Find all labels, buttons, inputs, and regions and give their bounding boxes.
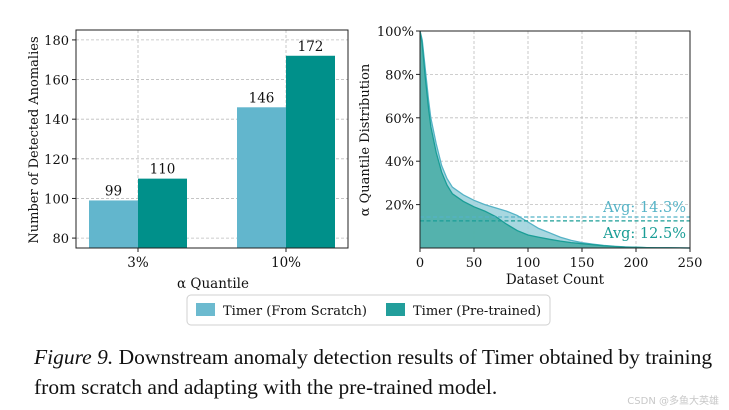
bar-chart-x-tick-label-0: 3% [127, 255, 149, 271]
area-chart-x-tick-label-3: 150 [570, 256, 595, 271]
figure-caption: Figure 9. Downstream anomaly detection r… [34, 342, 724, 402]
area-chart-y-axis-label: α Quantile Distribution [358, 63, 373, 216]
bar-chart-y-tick-label-1: 100 [44, 192, 69, 207]
bar-chart-y-ticks: 80 100 120 140 160 180 [44, 34, 76, 247]
bar-chart-y-tick-label-3: 140 [44, 113, 69, 128]
bar-chart-x-axis-label: α Quantile [177, 276, 249, 292]
bar-chart: 99 146 110 172 80 100 120 140 160 180 3% 10% Numb… [27, 29, 349, 292]
area-chart-axes-frame [419, 30, 691, 249]
bar-scratch-0 [89, 200, 138, 248]
watermark: CSDN @多鱼大英雄 [627, 396, 719, 407]
area-chart-y-tick-label-0: 20% [385, 199, 414, 214]
area-chart-y-tick-label-2: 60% [385, 112, 414, 127]
area-chart-y-tick-label-3: 80% [385, 68, 414, 83]
area-chart-y-ticks: 20% 40% 60% 80% 100% [377, 25, 420, 214]
bar-chart-y-axis-label: Number of Detected Anomalies [27, 36, 42, 243]
avg-label-scratch: Avg: 14.3% [602, 200, 686, 216]
area-chart-x-tick-label-1: 50 [466, 256, 483, 271]
area-chart-y-tick-label-1: 40% [385, 155, 414, 170]
bar-chart-x-tick-label-1: 10% [271, 255, 301, 271]
avg-label-pretrained: Avg: 12.5% [602, 226, 686, 242]
legend-box [186, 294, 551, 326]
figure-caption-label: Figure 9. [34, 345, 114, 369]
bar-chart-y-tick-label-0: 80 [52, 232, 69, 247]
bar-chart-x-ticks: 3% 10% [127, 248, 301, 271]
area-chart-x-ticks: 0 50 100 150 200 250 [416, 248, 703, 271]
area-pretrained-line [419, 30, 691, 249]
area-chart-x-tick-label-4: 200 [624, 256, 649, 271]
area-chart-x-tick-label-0: 0 [416, 256, 424, 271]
area-chart-x-tick-label-2: 100 [516, 256, 541, 271]
bar-scratch-1 [237, 107, 286, 248]
area-chart-y-tick-label-4: 100% [377, 25, 414, 40]
bar-value-label-scratch-1: 146 [249, 90, 275, 106]
bar-pretrained-1 [286, 55, 335, 248]
legend-label-pretrained: Timer (Pre-trained) [413, 304, 541, 319]
area-chart-x-axis-label: Dataset Count [506, 272, 605, 288]
figure: 99 146 110 172 80 100 120 140 160 180 3% 10% Numb… [27, 25, 702, 326]
figure-caption-text: Downstream anomaly detection results of … [34, 345, 713, 399]
bar-chart-y-tick-label-2: 120 [44, 153, 69, 168]
area-chart-frame [419, 30, 691, 249]
legend-label-scratch: Timer (From Scratch) [223, 304, 367, 319]
bar-chart-frame [75, 29, 349, 249]
area-chart-areas [419, 30, 691, 249]
legend-swatch-scratch [196, 303, 215, 316]
bar-value-label-pretrained-0: 110 [150, 162, 176, 178]
area-chart: Avg: 14.3% Avg: 12.5% 20% 40% 60% 80% 100% 0 5… [358, 25, 702, 288]
legend-swatch-pretrained [386, 303, 405, 316]
bar-chart-bars: 99 146 110 172 [89, 39, 335, 248]
bar-chart-axes-frame [75, 29, 349, 249]
area-pretrained-fill [420, 31, 690, 248]
legend: Timer (From Scratch) Timer (Pre-trained) [186, 294, 551, 326]
bar-value-label-pretrained-1: 172 [298, 39, 324, 55]
area-chart-annotations: Avg: 14.3% Avg: 12.5% [420, 200, 690, 242]
area-chart-x-tick-label-5: 250 [678, 256, 703, 271]
bar-pretrained-0 [138, 178, 187, 248]
bar-chart-y-tick-label-5: 180 [44, 34, 69, 49]
bar-chart-y-tick-label-4: 160 [44, 74, 69, 89]
bar-value-label-scratch-0: 99 [105, 183, 122, 199]
